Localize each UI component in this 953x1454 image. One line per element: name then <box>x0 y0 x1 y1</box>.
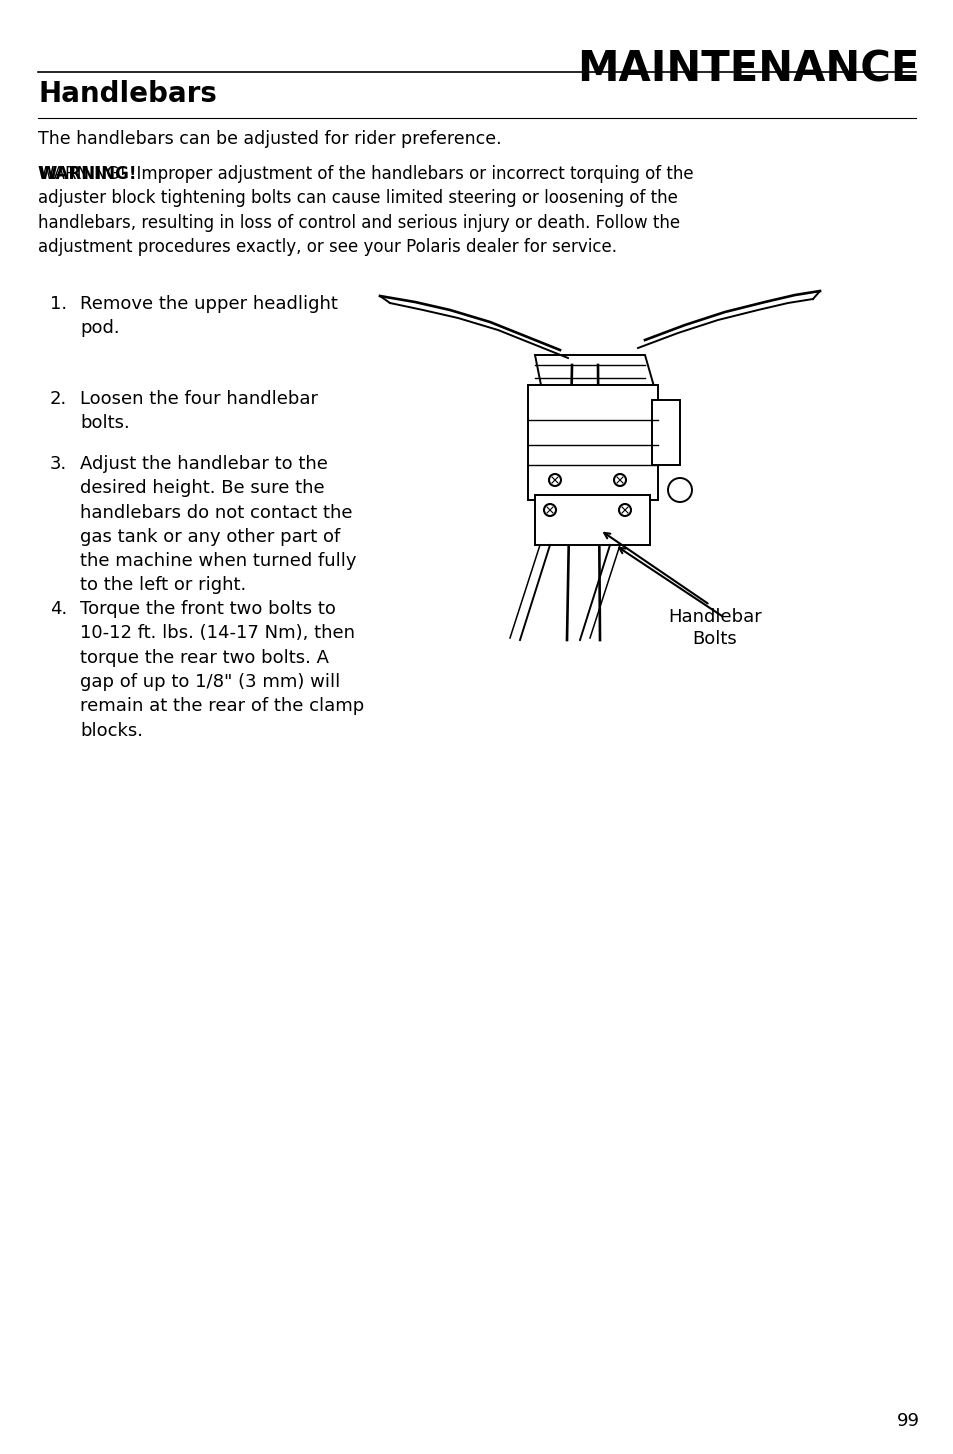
Text: 2.: 2. <box>50 390 67 409</box>
Text: Torque the front two bolts to
10-12 ft. lbs. (14-17 Nm), then
torque the rear tw: Torque the front two bolts to 10-12 ft. … <box>80 601 364 740</box>
Text: The handlebars can be adjusted for rider preference.: The handlebars can be adjusted for rider… <box>38 129 501 148</box>
Text: Loosen the four handlebar
bolts.: Loosen the four handlebar bolts. <box>80 390 317 432</box>
Text: Adjust the handlebar to the
desired height. Be sure the
handlebars do not contac: Adjust the handlebar to the desired heig… <box>80 455 356 595</box>
Text: 99: 99 <box>896 1412 919 1429</box>
Text: WARNING!: WARNING! <box>38 164 136 183</box>
Text: Handlebar: Handlebar <box>667 608 761 627</box>
Text: 1.: 1. <box>50 295 67 313</box>
Polygon shape <box>535 355 655 390</box>
Text: MAINTENANCE: MAINTENANCE <box>577 48 919 90</box>
Bar <box>527 385 658 500</box>
Text: WARNING!  Improper adjustment of the handlebars or incorrect torquing of the
adj: WARNING! Improper adjustment of the hand… <box>38 164 693 256</box>
Text: Remove the upper headlight
pod.: Remove the upper headlight pod. <box>80 295 337 337</box>
Text: 3.: 3. <box>50 455 67 473</box>
Text: Bolts: Bolts <box>692 630 737 648</box>
Bar <box>651 400 679 465</box>
Bar <box>535 494 649 545</box>
Text: 4.: 4. <box>50 601 67 618</box>
Text: Handlebars: Handlebars <box>38 80 216 108</box>
